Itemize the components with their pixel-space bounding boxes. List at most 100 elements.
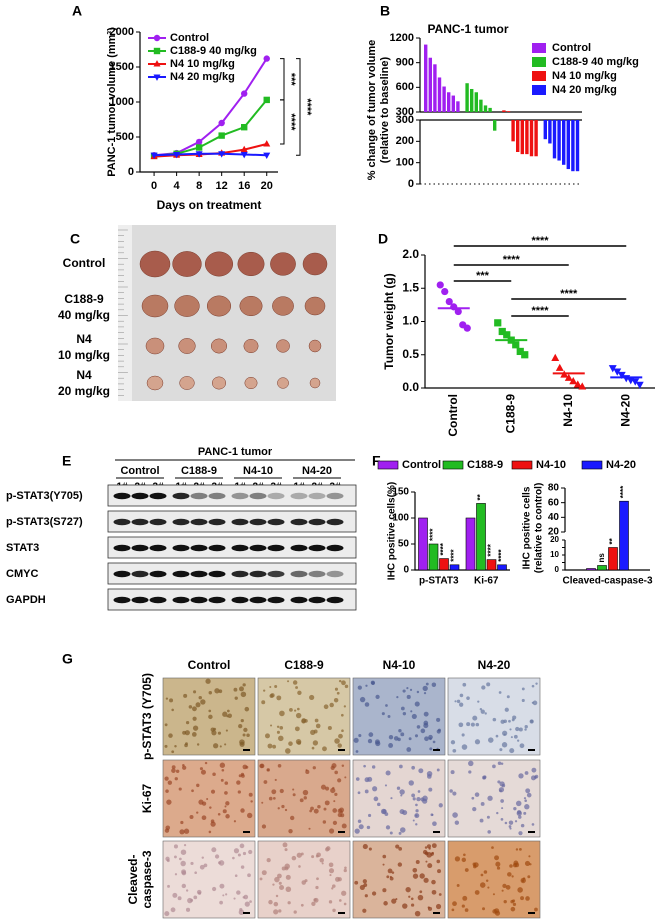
- blot-band: [231, 570, 249, 578]
- ihc-cell: [296, 707, 300, 711]
- blot-band: [249, 492, 267, 500]
- ihc-cell: [343, 705, 347, 708]
- ihc-cell: [304, 879, 308, 883]
- ihc-cell: [311, 855, 315, 859]
- ihc-cell: [389, 831, 393, 835]
- ihc-cell: [195, 702, 201, 708]
- ihc-cell: [164, 776, 169, 781]
- ihc-cell: [298, 865, 301, 868]
- legend-label: N4-20: [606, 459, 636, 471]
- tumor: [302, 252, 328, 276]
- ihc-cell: [400, 706, 405, 711]
- panel-letter: F: [372, 453, 381, 469]
- ihc-cell: [509, 864, 513, 868]
- ihc-cell: [459, 693, 464, 698]
- ihc-image: [352, 759, 446, 838]
- ihc-cell: [222, 711, 228, 717]
- ihc-cell: [400, 827, 406, 833]
- tumor: [304, 296, 326, 316]
- ihc-cell: [332, 908, 336, 913]
- ihc-cell: [534, 774, 539, 779]
- ihc-cell: [500, 799, 504, 803]
- ihc-cell: [222, 894, 225, 897]
- ihc-cell: [164, 744, 168, 748]
- ihc-cell: [268, 899, 273, 905]
- legend-swatch: [511, 460, 533, 470]
- ihc-cell: [240, 719, 244, 723]
- marker: [498, 327, 506, 336]
- ihc-cell: [276, 695, 282, 701]
- ihc-cell: [450, 740, 456, 745]
- blot-band: [131, 544, 149, 552]
- ihc-cell: [437, 869, 442, 874]
- bar: [543, 120, 547, 140]
- ihc-cell: [414, 734, 419, 738]
- ihc-cell: [397, 862, 403, 867]
- ihc-cell: [503, 733, 506, 736]
- ihc-cell: [285, 886, 292, 893]
- bar: [493, 120, 497, 131]
- ihc-cell: [241, 774, 245, 778]
- ihc-cell: [239, 739, 245, 745]
- blot-band: [267, 544, 285, 552]
- ihc-cell: [483, 870, 488, 874]
- ihc-cell: [329, 874, 332, 877]
- marker: [617, 371, 626, 380]
- ihc-cell: [398, 831, 402, 835]
- ihc-cell: [486, 815, 490, 819]
- ihc-cell: [324, 800, 330, 806]
- bar: [428, 543, 439, 571]
- tumor: [277, 377, 289, 389]
- ihc-cell: [461, 857, 467, 863]
- ihc-cell: [297, 740, 302, 745]
- ihc-cell: [292, 788, 295, 791]
- ihc-cell: [428, 787, 433, 792]
- ihc-cell: [191, 789, 194, 793]
- ihc-cell: [273, 909, 279, 915]
- ihc-cell: [523, 811, 527, 815]
- ihc-cell: [203, 863, 208, 868]
- ihc-cell: [426, 852, 432, 858]
- ihc-cell: [321, 862, 324, 865]
- row-label: C188-9: [64, 292, 104, 306]
- ihc-cell: [330, 787, 336, 794]
- ihc-cell: [480, 802, 485, 806]
- ihc-cell: [284, 848, 288, 852]
- ihc-cell: [295, 712, 302, 719]
- ihc-cell: [517, 739, 520, 742]
- ihc-cell: [295, 686, 298, 689]
- ihc-cell: [292, 680, 298, 685]
- ihc-cell: [508, 719, 511, 723]
- ihc-cell: [261, 801, 264, 804]
- ihc-cell: [261, 824, 267, 829]
- blot-strip: [107, 484, 357, 507]
- blot-band: [131, 570, 149, 578]
- ihc-cell: [406, 747, 412, 752]
- bar: [548, 120, 552, 144]
- ihc-cell: [479, 818, 484, 823]
- ihc-cell: [332, 786, 335, 790]
- ihc-cell: [237, 853, 241, 857]
- ihc-cell: [528, 855, 531, 858]
- ihc-cell: [406, 694, 411, 700]
- ihc-cell: [294, 709, 297, 712]
- blot-band: [172, 544, 190, 552]
- row-label: 10 mg/kg: [58, 348, 110, 362]
- ihc-cell: [244, 901, 250, 907]
- ihc-cell: [171, 765, 176, 770]
- ihc-cell: [423, 722, 429, 729]
- ihc-cell: [226, 715, 229, 718]
- blot-band: [149, 596, 167, 604]
- ihc-cell: [285, 748, 291, 754]
- bar: [506, 111, 511, 112]
- ihc-cell: [456, 883, 460, 887]
- y-tick-label: 0: [555, 565, 560, 574]
- y-tick-label: 1000: [110, 96, 134, 108]
- ihc-cell: [204, 761, 208, 765]
- tumor: [141, 294, 169, 318]
- bar: [552, 120, 557, 159]
- ihc-cell: [365, 684, 368, 687]
- blot-band: [231, 492, 249, 500]
- significance: ***: [285, 73, 297, 87]
- blot-band: [290, 570, 308, 578]
